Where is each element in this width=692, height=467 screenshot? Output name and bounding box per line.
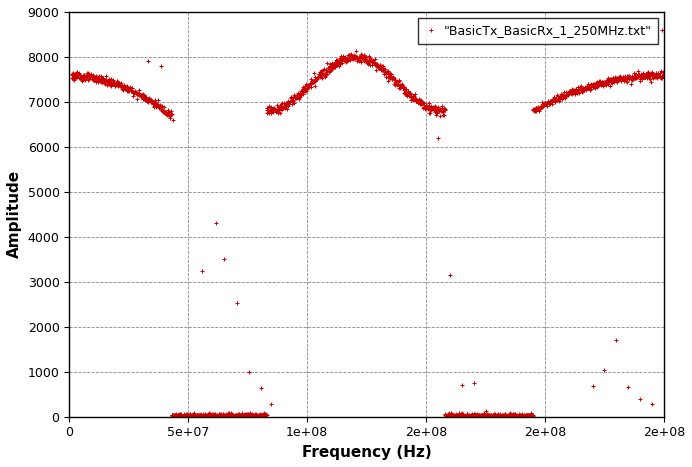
- Legend: "BasicTx_BasicRx_1_250MHz.txt": "BasicTx_BasicRx_1_250MHz.txt": [419, 18, 657, 44]
- X-axis label: Frequency (Hz): Frequency (Hz): [302, 445, 431, 460]
- Y-axis label: Amplitude: Amplitude: [7, 170, 22, 258]
